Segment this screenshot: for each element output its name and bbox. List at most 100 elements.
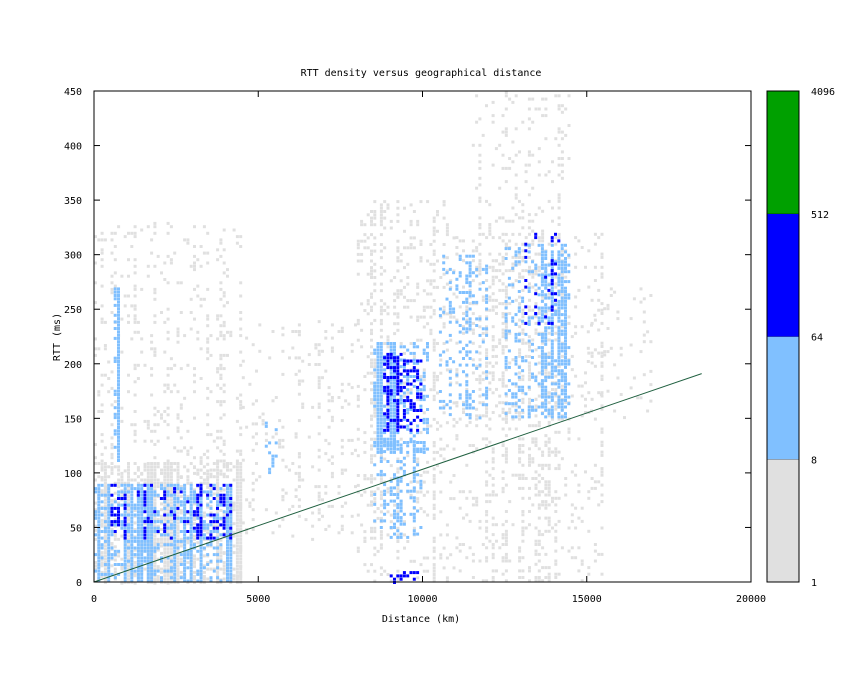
heatmap-cell (186, 536, 190, 540)
heatmap-cell (110, 436, 114, 440)
heatmap-cell (179, 570, 183, 574)
heatmap-cell (150, 566, 154, 570)
heatmap-cell (113, 287, 117, 291)
heatmap-cell (471, 496, 475, 500)
heatmap-cell (521, 259, 525, 263)
heatmap-cell (518, 252, 522, 256)
heatmap-cell (219, 551, 223, 555)
heatmap-cell (426, 342, 429, 345)
heatmap-cell (439, 553, 443, 557)
heatmap-cell (94, 510, 97, 514)
heatmap-cell (412, 519, 416, 523)
heatmap-cell (491, 477, 495, 480)
heatmap-cell (613, 409, 617, 413)
heatmap-cell (438, 307, 442, 311)
heatmap-cell (216, 511, 220, 515)
heatmap-cell (363, 246, 367, 250)
heatmap-cell (527, 408, 531, 412)
heatmap-cell (465, 390, 469, 393)
heatmap-cell (389, 489, 393, 493)
heatmap-cell (544, 280, 548, 284)
heatmap-cell (140, 503, 144, 507)
heatmap-cell (603, 353, 607, 357)
heatmap-cell (402, 473, 406, 477)
heatmap-cell (133, 506, 137, 510)
heatmap-cell (363, 375, 367, 378)
heatmap-cell (140, 556, 144, 560)
heatmap-cell (123, 553, 127, 557)
heatmap-cell (143, 363, 147, 367)
heatmap-cell (150, 490, 154, 494)
heatmap-cell (166, 468, 170, 472)
heatmap-cell (330, 462, 334, 465)
heatmap-cell (127, 373, 130, 377)
heatmap-cell (160, 483, 163, 487)
heatmap-cell (537, 206, 541, 210)
heatmap-cell (153, 475, 157, 479)
heatmap-cell (379, 404, 383, 408)
heatmap-cell (153, 520, 157, 524)
heatmap-cell (495, 275, 498, 279)
heatmap-cell (173, 536, 177, 540)
heatmap-cell (514, 173, 518, 177)
heatmap-cell (541, 239, 545, 243)
heatmap-cell (541, 579, 545, 583)
heatmap-cell (356, 483, 360, 487)
heatmap-cell (445, 223, 449, 227)
heatmap-cell (560, 272, 564, 276)
heatmap-cell (389, 431, 393, 435)
heatmap-cell (521, 269, 525, 273)
heatmap-cell (107, 530, 111, 533)
heatmap-cell (521, 415, 525, 419)
heatmap-cell (179, 544, 183, 548)
heatmap-cell (527, 270, 531, 274)
heatmap-cell (150, 238, 154, 242)
heatmap-cell (113, 576, 117, 580)
heatmap-cell (537, 361, 541, 365)
heatmap-cell (153, 569, 157, 573)
heatmap-cell (330, 349, 334, 353)
heatmap-cell (393, 486, 396, 490)
heatmap-cell (518, 275, 522, 279)
heatmap-cell (110, 471, 114, 475)
heatmap-cell (133, 304, 137, 308)
heatmap-cell (465, 254, 469, 258)
heatmap-cell (239, 508, 243, 512)
heatmap-cell (130, 520, 134, 524)
heatmap-cell (514, 359, 518, 363)
heatmap-cell (193, 534, 196, 538)
heatmap-cell (501, 444, 505, 447)
heatmap-cell (226, 559, 229, 563)
heatmap-cell (297, 471, 301, 475)
heatmap-cell (560, 163, 564, 167)
heatmap-cell (527, 319, 531, 323)
heatmap-cell (226, 546, 229, 550)
heatmap-cell (123, 579, 127, 583)
heatmap-cell (202, 523, 206, 527)
heatmap-cell (366, 246, 370, 250)
heatmap-cell (199, 377, 203, 380)
heatmap-cell (481, 133, 485, 137)
heatmap-cell (189, 462, 193, 465)
heatmap-cell (416, 378, 420, 382)
heatmap-cell (127, 518, 130, 522)
heatmap-cell (133, 363, 137, 367)
heatmap-cell (600, 308, 604, 312)
heatmap-cell (103, 498, 107, 502)
heatmap-cell (373, 463, 377, 467)
heatmap-cell (403, 520, 406, 524)
heatmap-cell (199, 468, 203, 472)
heatmap-cell (103, 551, 107, 555)
heatmap-cell (176, 504, 180, 508)
heatmap-cell (176, 574, 180, 578)
heatmap-cell (389, 371, 393, 375)
heatmap-cell (379, 447, 383, 451)
heatmap-cell (527, 339, 531, 343)
heatmap-cell (133, 561, 137, 564)
heatmap-cell (176, 537, 180, 541)
heatmap-cell (183, 566, 187, 570)
heatmap-cell (462, 291, 465, 294)
heatmap-cell (94, 528, 97, 532)
heatmap-cell (504, 460, 508, 464)
